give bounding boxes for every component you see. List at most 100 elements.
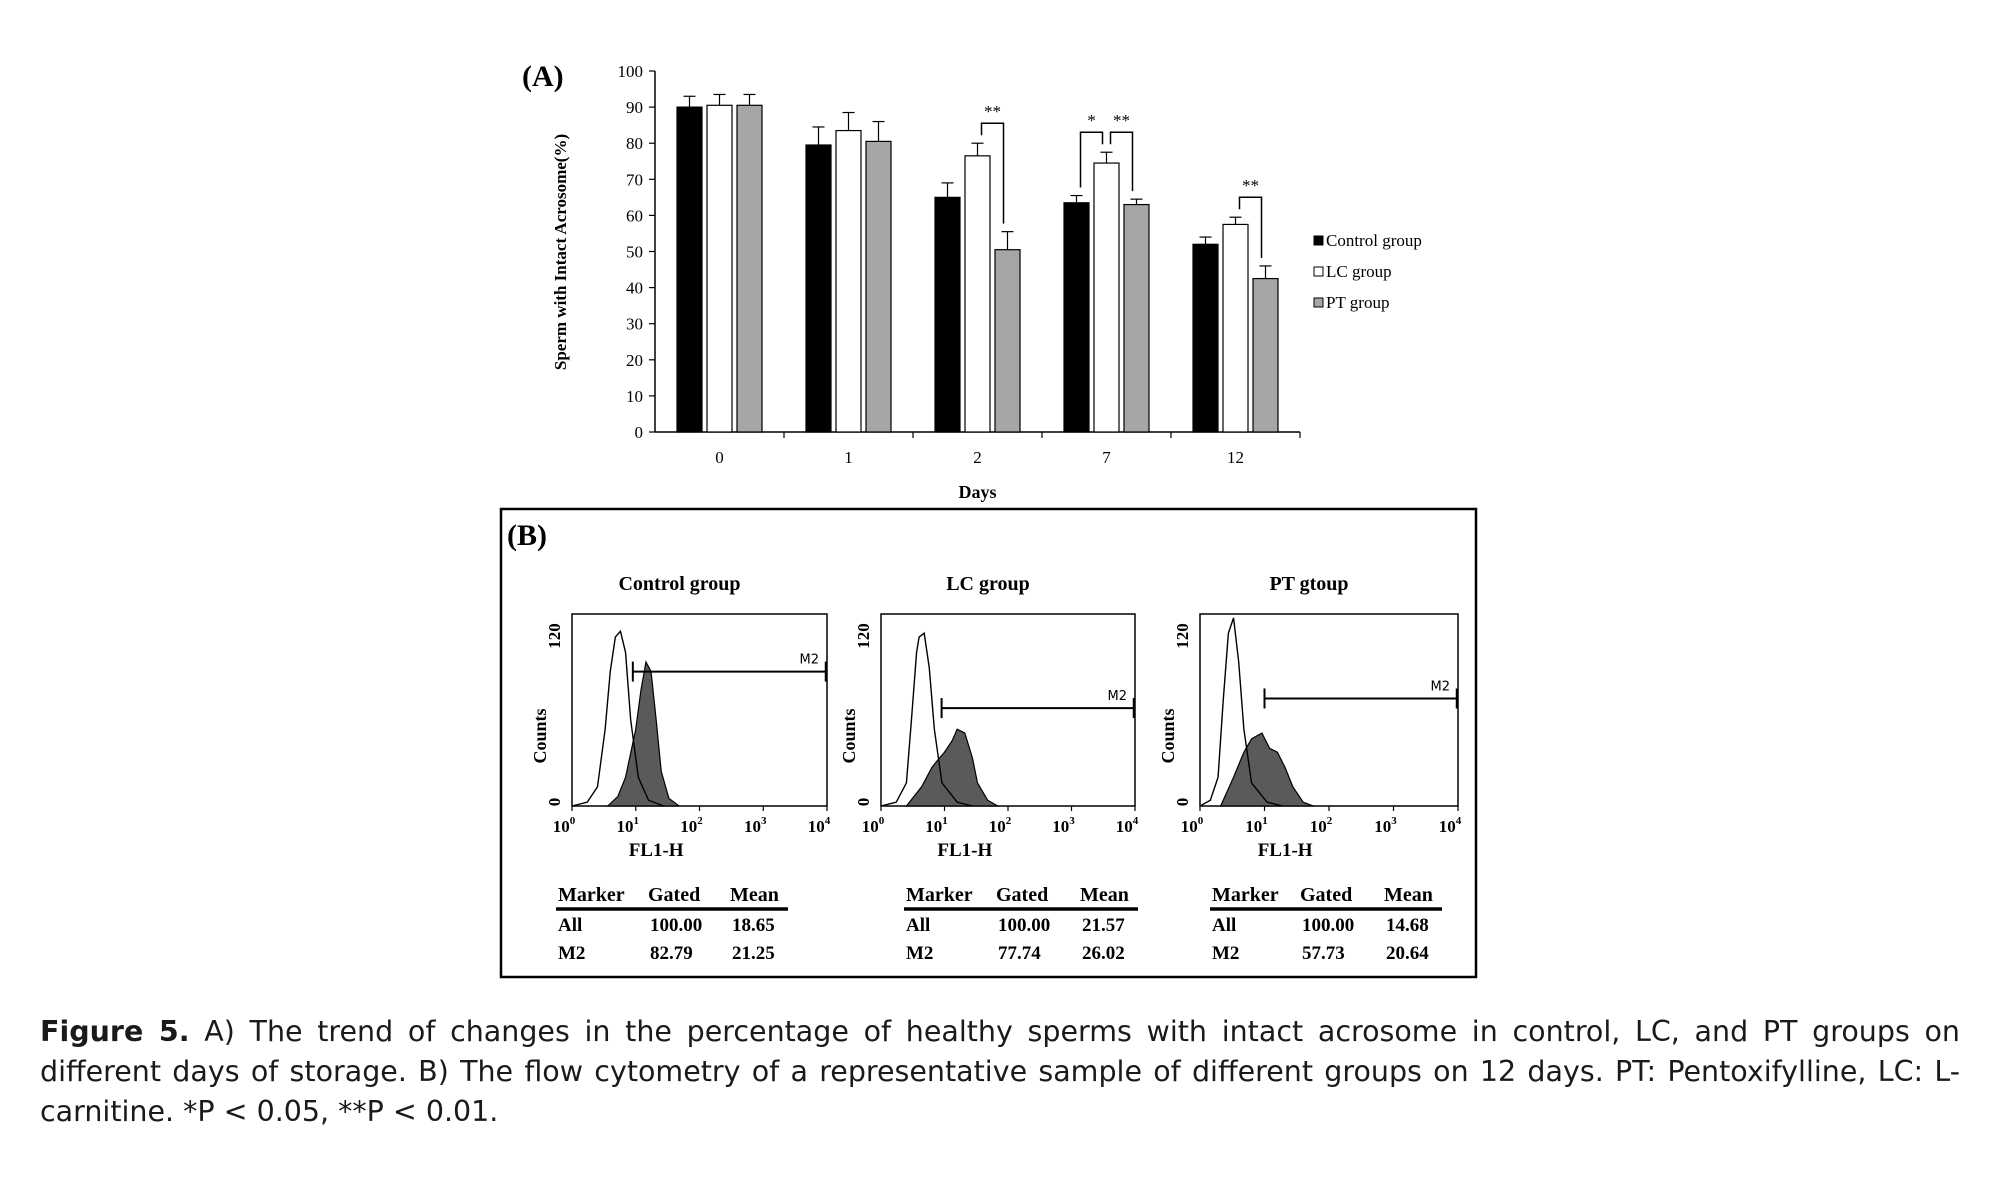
stats-cell: 100.00 xyxy=(650,915,702,936)
x-tick-label: 100 xyxy=(553,815,576,836)
stats-header: Marker xyxy=(1212,884,1279,906)
y-tick-label: 50 xyxy=(626,243,643,262)
x-tick-label: 12 xyxy=(1227,448,1244,467)
y-tick-label: 30 xyxy=(626,315,643,334)
gate-marker-label: M2 xyxy=(1108,689,1128,704)
stats-cell: 77.74 xyxy=(998,943,1041,964)
bar xyxy=(1192,243,1219,433)
bar xyxy=(736,104,763,433)
significance-bracket xyxy=(1238,196,1263,258)
stats-cell: 26.02 xyxy=(1082,943,1125,964)
x-axis-label: FL1-H xyxy=(937,840,992,861)
bar xyxy=(934,196,961,433)
x-tick-label: 1 xyxy=(844,448,853,467)
stats-cell: 57.73 xyxy=(1302,943,1345,964)
bar xyxy=(706,104,733,433)
significance-bracket xyxy=(1109,131,1134,192)
x-tick-label: 102 xyxy=(989,815,1012,836)
stats-cell: 82.79 xyxy=(650,943,693,964)
bar xyxy=(805,144,832,433)
y-tick-label: 80 xyxy=(626,134,643,153)
legend-label: PT group xyxy=(1326,293,1389,312)
significance-label: ** xyxy=(1113,111,1130,130)
x-tick-label: 2 xyxy=(973,448,982,467)
bar xyxy=(1222,223,1249,433)
x-tick-label: 103 xyxy=(1374,815,1397,836)
bar xyxy=(676,106,703,433)
y-tick-label: 60 xyxy=(626,206,643,225)
y-max-label: 120 xyxy=(1173,623,1192,649)
x-tick-label: 104 xyxy=(1439,815,1462,836)
stats-cell: 100.00 xyxy=(1302,915,1354,936)
bar xyxy=(1063,202,1090,433)
x-tick-label: 104 xyxy=(1116,815,1139,836)
histogram-title: Control group xyxy=(618,573,740,595)
stats-header: Gated xyxy=(996,884,1048,906)
stats-cell: 100.00 xyxy=(998,915,1050,936)
y-tick-label: 90 xyxy=(626,98,643,117)
bar xyxy=(1123,203,1150,433)
histogram-frame xyxy=(571,613,828,807)
stats-cell: All xyxy=(1212,915,1236,936)
caption-label: Figure 5. xyxy=(40,1015,190,1048)
legend-swatch xyxy=(1313,266,1324,277)
y-max-label: 120 xyxy=(545,623,564,649)
x-tick-label: 100 xyxy=(862,815,885,836)
panel-label: (A) xyxy=(522,60,564,93)
significance-label: * xyxy=(1087,111,1096,130)
stats-cell: M2 xyxy=(1212,943,1239,964)
x-axis-label: FL1-H xyxy=(1258,840,1313,861)
gate-marker-label: M2 xyxy=(800,653,820,668)
stats-cell: 20.64 xyxy=(1386,943,1429,964)
y-axis-label: Counts xyxy=(1158,708,1178,763)
legend-label: Control group xyxy=(1326,231,1422,250)
stained-histogram xyxy=(905,728,1001,807)
significance-bracket xyxy=(1079,131,1104,188)
stats-header: Mean xyxy=(1080,884,1129,906)
panel-label: (B) xyxy=(507,519,547,552)
stained-histogram xyxy=(1219,732,1314,807)
bar xyxy=(1093,162,1120,433)
y-min-label: 0 xyxy=(1173,798,1192,807)
y-axis-label: Sperm with Intact Acrosome(%) xyxy=(551,134,570,370)
stats-header: Mean xyxy=(730,884,779,906)
bar xyxy=(835,129,862,433)
stats-header: Marker xyxy=(906,884,973,906)
x-tick-label: 102 xyxy=(1310,815,1333,836)
bar xyxy=(964,155,991,433)
stats-cell: All xyxy=(558,915,582,936)
legend-swatch xyxy=(1313,297,1324,308)
x-axis-label: FL1-H xyxy=(629,840,684,861)
bar xyxy=(865,140,892,433)
stats-cell: 21.25 xyxy=(732,943,775,964)
y-tick-label: 20 xyxy=(626,351,643,370)
significance-label: ** xyxy=(1242,176,1259,195)
x-tick-label: 103 xyxy=(1052,815,1075,836)
unstained-histogram xyxy=(571,629,665,807)
x-tick-label: 102 xyxy=(680,815,703,836)
legend-swatch xyxy=(1313,235,1324,246)
stats-cell: All xyxy=(906,915,930,936)
bar xyxy=(1252,277,1279,433)
x-axis-label: Days xyxy=(958,482,996,502)
stats-header: Gated xyxy=(648,884,700,906)
figure-caption: Figure 5. A) The trend of changes in the… xyxy=(40,1012,1960,1132)
y-min-label: 0 xyxy=(854,798,873,807)
y-axis-label: Counts xyxy=(530,708,550,763)
x-tick-label: 101 xyxy=(617,815,640,836)
x-tick-label: 103 xyxy=(744,815,767,836)
histogram-frame xyxy=(880,613,1136,807)
unstained-histogram xyxy=(880,631,973,807)
stats-cell: M2 xyxy=(558,943,585,964)
x-tick-label: 100 xyxy=(1181,815,1204,836)
y-tick-label: 40 xyxy=(626,279,643,298)
caption-text: A) The trend of changes in the percentag… xyxy=(40,1015,1960,1128)
unstained-histogram xyxy=(1199,617,1283,807)
stats-cell: M2 xyxy=(906,943,933,964)
y-axis-label: Counts xyxy=(839,708,859,763)
stats-cell: 18.65 xyxy=(732,915,775,936)
legend-label: LC group xyxy=(1326,262,1392,281)
y-max-label: 120 xyxy=(854,623,873,649)
